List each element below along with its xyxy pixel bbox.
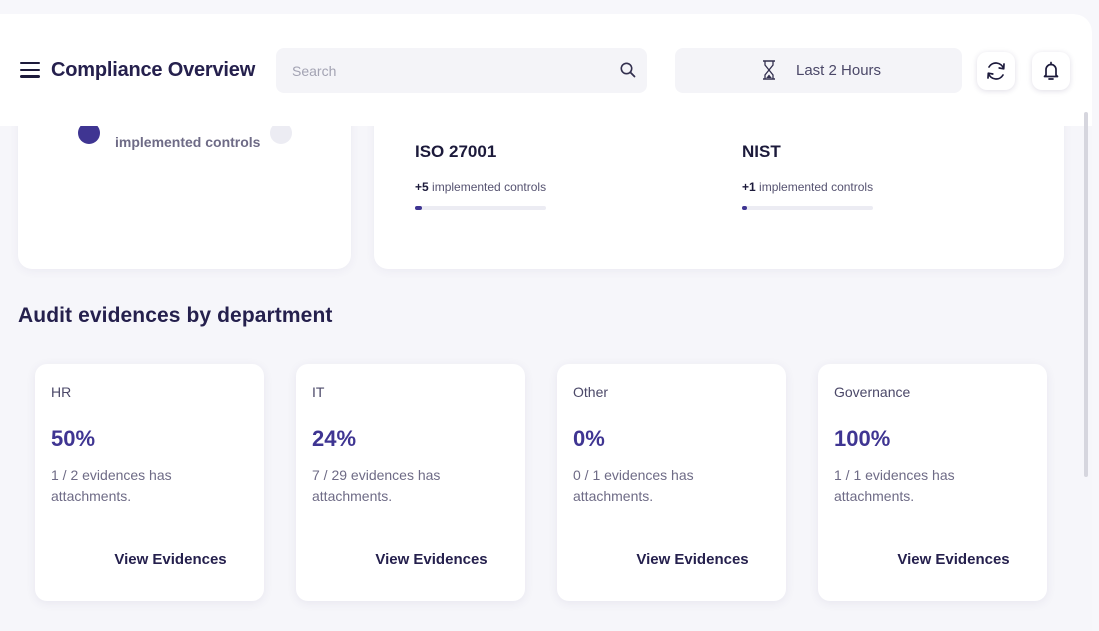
department-percent: 50% (51, 426, 96, 451)
implemented-controls-label: implemented controls (115, 134, 261, 150)
department-name: Governance (834, 384, 911, 400)
view-evidences-button[interactable]: View Evidences (114, 551, 227, 568)
framework-name: ISO 27001 (415, 142, 497, 161)
department-percent: 24% (312, 426, 357, 451)
department-name: Other (573, 384, 609, 400)
department-description: 0 / 1 evidences has attachments. (573, 467, 694, 504)
department-description: 7 / 29 evidences has attachments. (312, 467, 441, 504)
framework-name: NIST (742, 142, 781, 161)
app-shell: implemented controls ISO 27001 +5 implem… (0, 14, 1092, 631)
view-evidences-button[interactable]: View Evidences (636, 551, 749, 568)
refresh-icon (987, 62, 1005, 80)
page-title: Compliance Overview (51, 59, 256, 81)
framework-delta: +5 (415, 180, 429, 194)
notifications-button[interactable] (1032, 52, 1070, 90)
progress-ring-segment (78, 122, 100, 144)
view-evidences-button[interactable]: View Evidences (897, 551, 1010, 568)
framework-label: implemented controls (759, 180, 874, 194)
bell-icon (1043, 61, 1059, 80)
menu-icon[interactable] (20, 62, 42, 80)
scrollbar-thumb[interactable] (1084, 112, 1088, 477)
top-bar: Compliance Overview Last 2 Hours (0, 14, 1092, 126)
framework-progress-fill (742, 206, 748, 210)
framework-iso27001[interactable]: ISO 27001 +5 implemented controls (415, 142, 546, 210)
refresh-button[interactable] (977, 52, 1015, 90)
framework-progress-bar (742, 206, 873, 210)
department-percent: 0% (573, 426, 605, 451)
framework-label: implemented controls (432, 180, 547, 194)
view-evidences-button[interactable]: View Evidences (375, 551, 488, 568)
department-name: HR (51, 384, 72, 400)
framework-progress-bar (415, 206, 546, 210)
department-description: 1 / 2 evidences has attachments. (51, 467, 172, 504)
hourglass-icon (763, 60, 775, 80)
department-description: 1 / 1 evidences has attachments. (834, 467, 955, 504)
framework-progress-fill (415, 206, 422, 210)
framework-nist[interactable]: NIST +1 implemented controls (742, 142, 873, 210)
section-title: Audit evidences by department (18, 304, 333, 327)
framework-delta: +1 (742, 180, 756, 194)
department-percent: 100% (834, 426, 891, 451)
time-range-label: Last 2 Hours (796, 62, 882, 79)
framework-controls: +1 implemented controls (742, 180, 873, 194)
department-name: IT (312, 384, 325, 400)
search-icon[interactable] (619, 61, 637, 79)
department-card-hr: HR 50% 1 / 2 evidences has attachments. … (35, 364, 264, 601)
time-range-selector[interactable]: Last 2 Hours (675, 48, 962, 93)
search-input[interactable] (292, 48, 612, 93)
department-card-it: IT 24% 7 / 29 evidences has attachments.… (296, 364, 525, 601)
framework-controls: +5 implemented controls (415, 180, 546, 194)
department-card-other: Other 0% 0 / 1 evidences has attachments… (557, 364, 786, 601)
search-bar (276, 48, 647, 93)
progress-ring-track (270, 122, 292, 144)
department-card-governance: Governance 100% 1 / 1 evidences has atta… (818, 364, 1047, 601)
